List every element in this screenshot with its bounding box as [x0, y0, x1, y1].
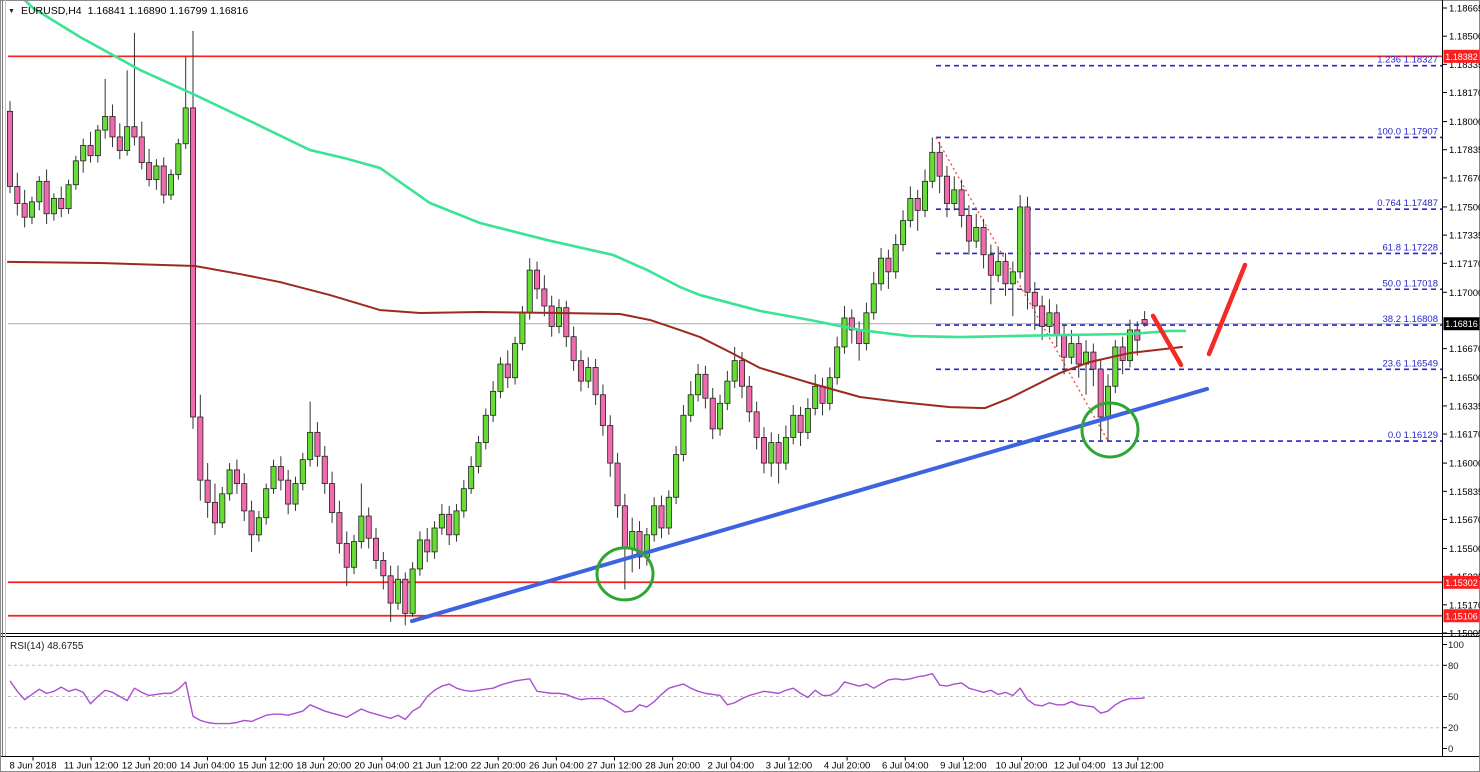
svg-text:0.764 1.17487: 0.764 1.17487 [1377, 198, 1438, 209]
time-axis[interactable]: 8 Jun 2018 11 Jun 12:00 12 Jun 20:00 14 Jun… [9, 757, 1164, 772]
svg-text:1.16500: 1.16500 [1449, 373, 1480, 384]
svg-text:28 Jun 20:00: 28 Jun 20:00 [645, 761, 700, 772]
svg-text:50: 50 [1448, 692, 1459, 703]
svg-text:1.15106: 1.15106 [1445, 611, 1478, 621]
dropdown-triangle-icon[interactable]: ▼ [8, 7, 15, 15]
fast-ma-line[interactable] [23, 0, 1187, 339]
svg-text:1.17500: 1.17500 [1449, 202, 1480, 213]
level-price-badge: 1.15302 [1443, 575, 1480, 589]
svg-text:15 Jun 12:00: 15 Jun 12:00 [238, 761, 293, 772]
svg-text:27 Jun 12:00: 27 Jun 12:00 [587, 761, 642, 772]
svg-text:12 Jul 04:00: 12 Jul 04:00 [1054, 761, 1106, 772]
price-axis[interactable]: 1.18665 1.18500 1.18335 1.18170 1.18000 1.178… [1442, 0, 1480, 757]
svg-text:22 Jun 20:00: 22 Jun 20:00 [471, 761, 526, 772]
svg-text:80: 80 [1448, 661, 1459, 672]
svg-text:1.16170: 1.16170 [1449, 430, 1480, 441]
rsi-pane[interactable] [8, 664, 1443, 729]
svg-text:61.8 1.17228: 61.8 1.17228 [1383, 242, 1438, 253]
svg-text:1.16816: 1.16816 [1445, 319, 1478, 329]
svg-text:1.17670: 1.17670 [1449, 173, 1480, 184]
fibonacci-retracement[interactable]: 1.236 1.18327 100.0 1.17907 0.764 1.17487 6… [935, 55, 1443, 442]
svg-text:21 Jun 12:00: 21 Jun 12:00 [413, 761, 468, 772]
svg-text:100.0 1.17907: 100.0 1.17907 [1377, 126, 1438, 137]
slow-ma-line[interactable] [7, 260, 1183, 410]
svg-text:10 Jul 20:00: 10 Jul 20:00 [996, 761, 1048, 772]
chart-title: ▼ EURUSD,H4 1.16841 1.16890 1.16799 1.16… [8, 5, 248, 17]
svg-text:26 Jun 04:00: 26 Jun 04:00 [529, 761, 584, 772]
svg-text:1.17835: 1.17835 [1449, 145, 1480, 156]
svg-text:1.15670: 1.15670 [1449, 515, 1480, 526]
level-price-badge: 1.18382 [1443, 49, 1480, 63]
candles-layer [7, 31, 1148, 626]
annotation-lines[interactable] [1150, 262, 1248, 368]
svg-text:11 Jun 12:00: 11 Jun 12:00 [64, 761, 118, 772]
level-price-badge: 1.15106 [1443, 609, 1480, 623]
current-price-badge: 1.16816 [1443, 317, 1480, 331]
svg-text:13 Jul 12:00: 13 Jul 12:00 [1112, 761, 1164, 772]
svg-text:12 Jun 20:00: 12 Jun 20:00 [122, 761, 177, 772]
svg-text:18 Jun 20:00: 18 Jun 20:00 [296, 761, 351, 772]
rsi-line [9, 672, 1145, 725]
horizontal-level-lines[interactable] [8, 55, 1443, 617]
svg-text:38.2 1.16808: 38.2 1.16808 [1383, 314, 1438, 325]
svg-text:1.236 1.18327: 1.236 1.18327 [1377, 55, 1438, 66]
svg-text:2 Jul 04:00: 2 Jul 04:00 [708, 761, 754, 772]
svg-text:1.15170: 1.15170 [1449, 600, 1480, 611]
svg-text:6 Jul 04:00: 6 Jul 04:00 [882, 761, 928, 772]
svg-text:50.0 1.17018: 50.0 1.17018 [1383, 278, 1438, 289]
svg-text:1.16335: 1.16335 [1449, 401, 1480, 412]
svg-text:4 Jul 20:00: 4 Jul 20:00 [824, 761, 870, 772]
svg-text:1.17335: 1.17335 [1449, 231, 1480, 242]
svg-text:1.18500: 1.18500 [1449, 32, 1480, 43]
svg-text:0.0 1.16129: 0.0 1.16129 [1388, 430, 1438, 441]
svg-text:1.15500: 1.15500 [1449, 544, 1480, 555]
svg-text:14 Jun 04:00: 14 Jun 04:00 [180, 761, 235, 772]
highlight-circles[interactable] [595, 401, 1140, 602]
chart-ohlc-values: 1.16841 1.16890 1.16799 1.16816 [87, 5, 249, 17]
svg-text:20: 20 [1448, 723, 1459, 734]
chart-symbol-period: EURUSD,H4 [20, 5, 82, 17]
svg-text:20 Jun 04:00: 20 Jun 04:00 [354, 761, 409, 772]
svg-text:1.16000: 1.16000 [1449, 459, 1480, 470]
rsi-indicator-label: RSI(14) 48.6755 [10, 641, 84, 652]
svg-text:0: 0 [1448, 744, 1453, 755]
svg-text:3 Jul 12:00: 3 Jul 12:00 [766, 761, 812, 772]
svg-text:1.16670: 1.16670 [1449, 344, 1480, 355]
svg-text:1.18335: 1.18335 [1449, 60, 1480, 71]
svg-text:1.15005: 1.15005 [1449, 629, 1480, 640]
svg-text:1.18665: 1.18665 [1449, 4, 1480, 15]
svg-text:1.18000: 1.18000 [1449, 117, 1480, 128]
svg-text:1.18382: 1.18382 [1445, 52, 1478, 62]
svg-text:1.18170: 1.18170 [1449, 88, 1480, 99]
svg-text:23.6 1.16549: 23.6 1.16549 [1383, 358, 1438, 369]
svg-text:8 Jun 2018: 8 Jun 2018 [9, 761, 56, 772]
support-trendline[interactable] [410, 386, 1209, 624]
svg-text:9 Jul 12:00: 9 Jul 12:00 [940, 761, 986, 772]
svg-text:1.15302: 1.15302 [1445, 578, 1478, 588]
svg-text:1.17170: 1.17170 [1449, 259, 1480, 270]
svg-text:100: 100 [1448, 640, 1464, 651]
svg-text:1.15835: 1.15835 [1449, 487, 1480, 498]
svg-text:1.17000: 1.17000 [1449, 288, 1480, 299]
